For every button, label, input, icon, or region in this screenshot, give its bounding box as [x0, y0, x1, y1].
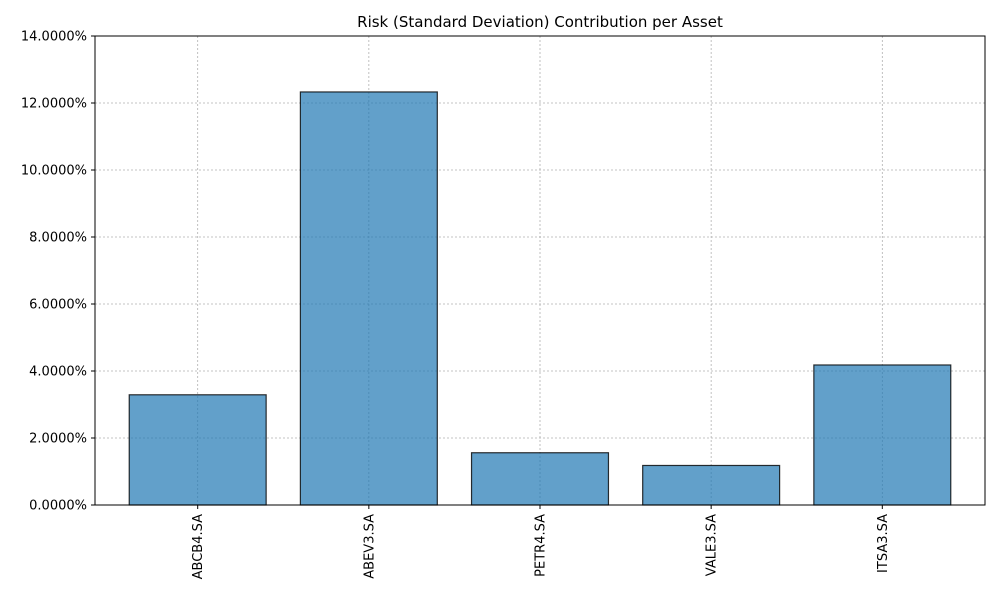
- chart-title: Risk (Standard Deviation) Contribution p…: [357, 13, 723, 31]
- y-tick-label: 12.0000%: [21, 97, 87, 112]
- bar-itsa3-sa: [813, 364, 952, 506]
- y-tick-label: 8.0000%: [29, 231, 87, 246]
- bars: [128, 91, 952, 506]
- y-tick-label: 6.0000%: [29, 298, 87, 313]
- y-axis: 0.0000% 2.0000% 4.0000% 6.0000% 8.0000% 10.00…: [21, 30, 95, 514]
- bar-petr4-sa: [470, 452, 610, 506]
- x-tick-label: ITSA3.SA: [876, 514, 891, 573]
- y-tick-label: 14.0000%: [21, 30, 87, 45]
- y-tick-label: 10.0000%: [21, 164, 87, 179]
- y-tick-label: 0.0000%: [29, 499, 87, 514]
- x-tick-label: VALE3.SA: [705, 514, 720, 576]
- bar-abcb4-sa: [128, 394, 267, 506]
- bar-abev3-sa: [299, 91, 438, 506]
- x-tick-label: ABEV3.SA: [362, 514, 377, 579]
- y-tick-label: 4.0000%: [29, 365, 87, 380]
- x-tick-label: PETR4.SA: [534, 514, 549, 577]
- plot-frame: [94, 35, 986, 506]
- y-tick-label: 2.0000%: [29, 432, 87, 447]
- bar-vale3-sa: [642, 464, 781, 506]
- x-tick-label: ABCB4.SA: [191, 514, 206, 579]
- x-axis: ABCB4.SA ABEV3.SA PETR4.SA VALE3.SA ITSA3.SA: [191, 505, 891, 579]
